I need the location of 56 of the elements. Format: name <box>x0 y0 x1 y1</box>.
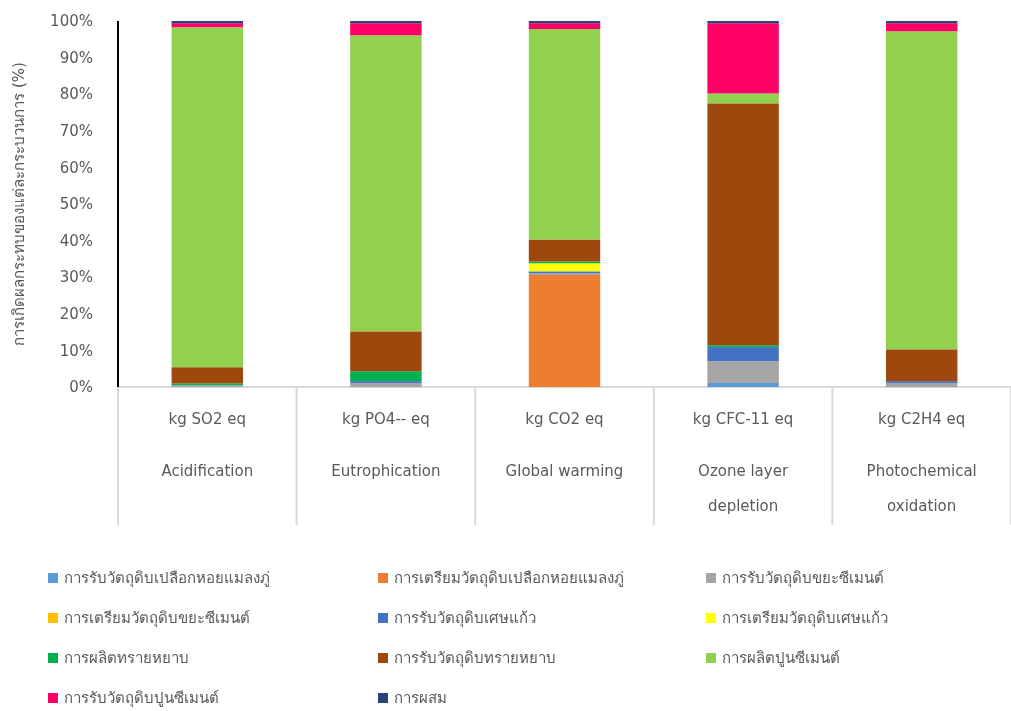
legend-label: การผสม <box>394 689 447 708</box>
legend-label: การเตรียมวัตถุดิบเศษแก้ว <box>722 609 888 629</box>
bar <box>707 382 779 387</box>
category-label: kg C2H4 eq Photochemical oxidation <box>866 410 977 515</box>
y-tick-label: 0% <box>69 378 93 397</box>
bar <box>528 21 601 24</box>
bar <box>171 367 244 384</box>
bar <box>350 35 422 332</box>
y-tick-label: 20% <box>59 305 93 324</box>
bar <box>707 21 779 24</box>
bar <box>350 21 422 24</box>
bar <box>171 27 244 368</box>
y-tick-label: 90% <box>59 48 93 67</box>
bar <box>171 21 244 24</box>
bar <box>528 263 601 272</box>
y-tick-label: 40% <box>59 231 93 250</box>
bar <box>171 23 244 28</box>
bar <box>885 21 958 24</box>
bar <box>350 371 422 382</box>
bar <box>528 239 601 262</box>
legend-label: การรับวัตถุดิบเศษแก้ว <box>394 609 536 629</box>
category-label: kg SO2 eq Acidification <box>161 410 254 480</box>
category-label: kg CFC-11 eq Ozone layer depletion <box>692 410 794 515</box>
category-label: kg PO4-- eq Eutrophication <box>331 410 441 480</box>
bar <box>350 382 422 387</box>
bar <box>707 361 779 383</box>
bar <box>707 347 779 362</box>
legend-label: การเตรียมวัตถุดิบขยะซีเมนต์ <box>64 609 250 629</box>
bar <box>707 93 779 104</box>
legend-label: การผลิตทรายหยาบ <box>64 649 189 668</box>
legend-label: การรับวัตถุดิบขยะซีเมนต์ <box>722 569 884 589</box>
legend-label: การเตรียมวัตถุดิบเปลือกหอยแมลงภู่ <box>394 569 624 589</box>
y-axis-title: การเกิดผลกระทบของแต่ละกระบวนการ (%) <box>10 62 28 346</box>
bar <box>528 275 601 387</box>
legend-label: การรับวัตถุดิบทรายหยาบ <box>394 649 556 669</box>
legend-label: การผลิตปูนซีเมนต์ <box>722 649 840 668</box>
bar <box>707 103 779 346</box>
bar <box>885 349 958 382</box>
y-tick-label: 10% <box>59 341 93 360</box>
bar <box>885 31 958 350</box>
bar <box>707 23 779 94</box>
bar <box>528 29 601 240</box>
y-tick-label: 60% <box>59 158 93 177</box>
category-label: kg CO2 eq Global warming <box>505 410 624 480</box>
bar <box>350 23 422 36</box>
legend-label: การรับวัตถุดิบปูนซีเมนต์ <box>64 689 219 709</box>
y-tick-label: 50% <box>59 195 93 214</box>
y-tick-label: 70% <box>59 122 93 141</box>
y-tick-label: 100% <box>50 12 93 31</box>
bar <box>350 331 422 372</box>
bar <box>885 382 958 387</box>
bar <box>885 23 958 32</box>
bar <box>528 23 601 30</box>
y-tick-label: 80% <box>59 85 93 104</box>
y-tick-label: 30% <box>59 268 93 287</box>
legend-label: การรับวัตถุดิบเปลือกหอยแมลงภู่ <box>64 569 270 589</box>
